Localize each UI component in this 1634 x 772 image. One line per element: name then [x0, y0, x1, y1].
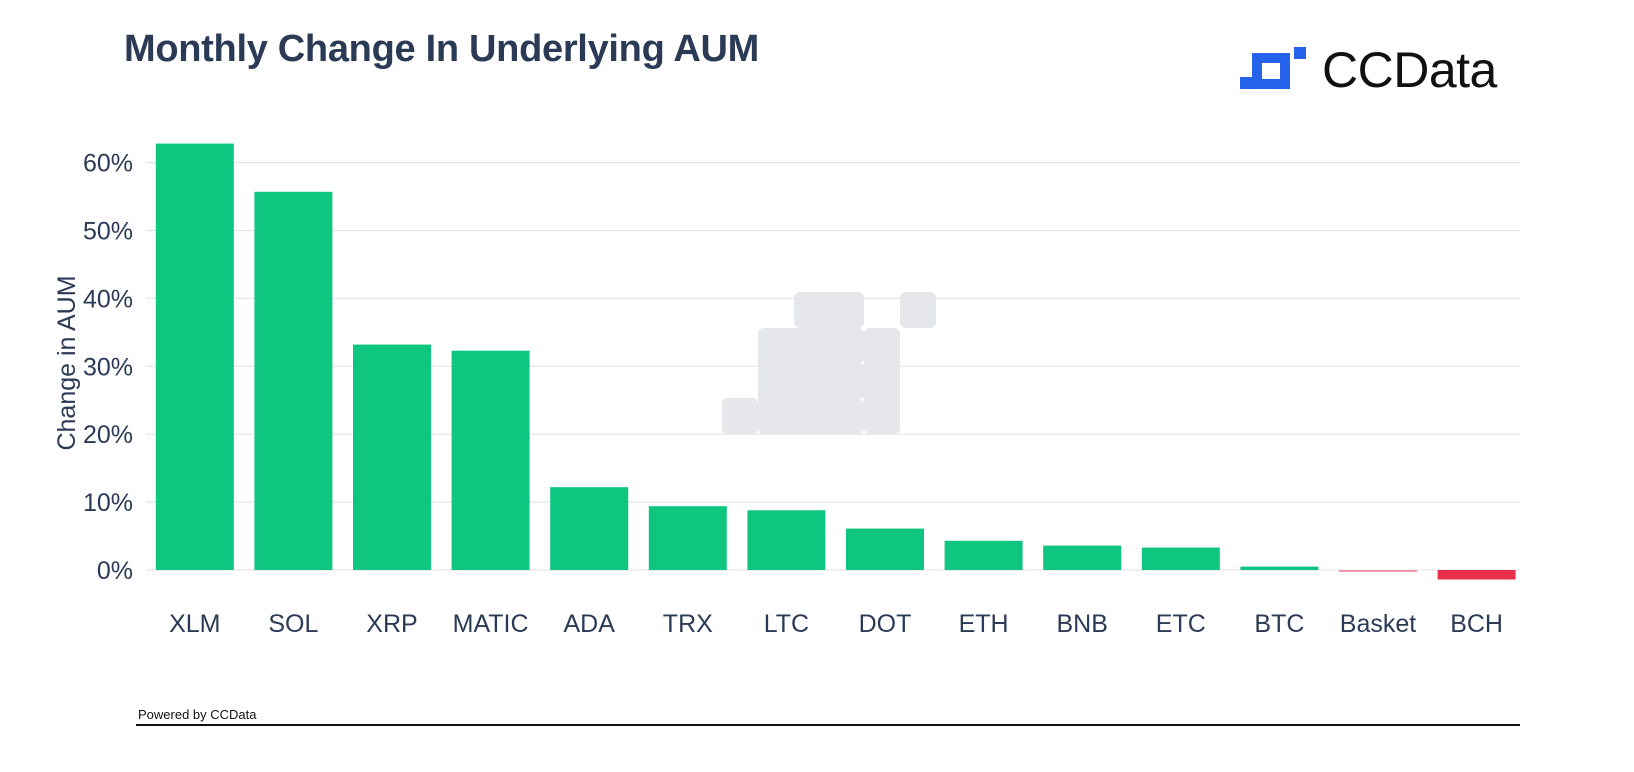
x-tick-label: ETH	[959, 610, 1009, 638]
y-tick-label: 0%	[97, 557, 133, 585]
bar-chart: 0% 10% 20% 30% 40% 50% 60% XLM SOL XRP MATIC ADA TR…	[53, 143, 1520, 638]
ccdata-logo-icon	[1240, 47, 1306, 89]
bar-eth	[944, 540, 1023, 570]
x-tick-label: SOL	[268, 610, 318, 638]
footer-divider	[136, 724, 1520, 726]
x-tick-label: BCH	[1450, 610, 1503, 638]
bar-bnb	[1043, 545, 1122, 570]
bar-xrp	[353, 344, 431, 570]
bar-etc	[1141, 547, 1220, 570]
y-axis-ticks: 0% 10% 20% 30% 40% 50% 60%	[83, 150, 133, 585]
y-tick-label: 20%	[83, 421, 133, 449]
x-tick-label: ADA	[563, 610, 615, 638]
x-tick-label: LTC	[764, 610, 809, 638]
x-tick-label: ETC	[1156, 610, 1206, 638]
y-tick-label: 60%	[83, 150, 133, 178]
y-tick-label: 40%	[83, 285, 133, 313]
x-tick-label: BTC	[1254, 610, 1304, 638]
bar-sol	[254, 191, 333, 570]
x-tick-label: BNB	[1056, 610, 1107, 638]
bars	[155, 143, 1516, 580]
x-tick-label: TRX	[663, 610, 713, 638]
grid-lines	[146, 162, 1520, 571]
y-tick-label: 50%	[83, 218, 133, 246]
ccdata-watermark-icon	[722, 292, 936, 434]
bar-basket	[1339, 570, 1417, 572]
x-tick-label: DOT	[859, 610, 912, 638]
x-tick-label: Basket	[1340, 610, 1416, 638]
footer-powered-by: Powered by CCData	[138, 707, 257, 722]
bar-btc	[1240, 566, 1319, 570]
y-tick-label: 30%	[83, 353, 133, 381]
y-axis-label: Change in AUM	[53, 275, 81, 450]
chart-title: Monthly Change In Underlying AUM	[124, 28, 759, 70]
bar-trx	[648, 506, 727, 570]
bar-ada	[550, 487, 629, 570]
bar-xlm	[155, 143, 234, 570]
brand-logo: CCData	[1240, 42, 1497, 98]
y-tick-label: 10%	[83, 489, 133, 517]
bar-dot	[846, 528, 924, 570]
bar-bch	[1437, 570, 1516, 580]
x-tick-label: XRP	[366, 610, 417, 638]
bar-matic	[451, 350, 530, 570]
x-axis-ticks: XLM SOL XRP MATIC ADA TRX LTC DOT ETH BNB ETC BTC Ba…	[169, 610, 1503, 638]
bar-ltc	[747, 510, 826, 570]
x-tick-label: MATIC	[453, 610, 529, 638]
x-tick-label: XLM	[169, 610, 220, 638]
brand-name: CCData	[1322, 42, 1497, 98]
